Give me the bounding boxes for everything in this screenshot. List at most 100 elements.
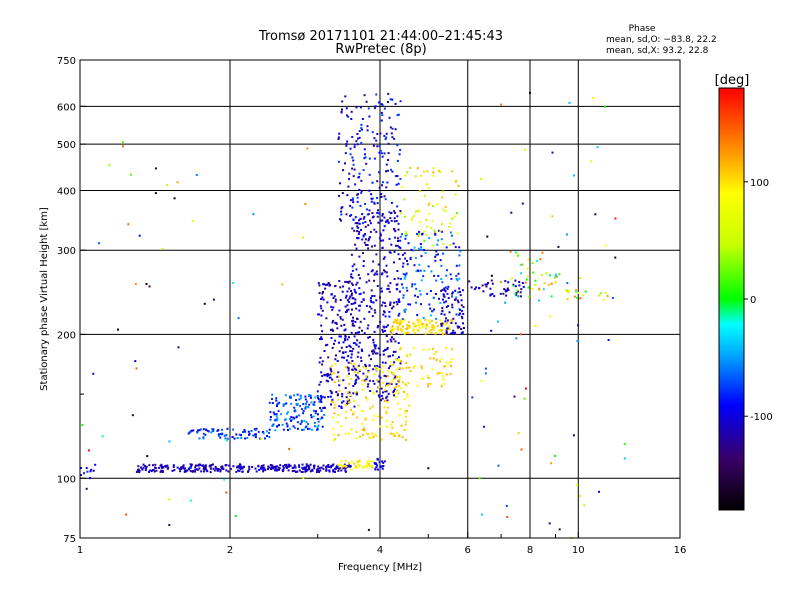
data-point bbox=[277, 402, 280, 405]
data-point bbox=[378, 101, 381, 104]
data-point bbox=[554, 273, 557, 276]
data-point bbox=[166, 464, 169, 467]
data-point bbox=[389, 98, 392, 101]
data-point bbox=[353, 324, 356, 327]
data-point bbox=[368, 115, 371, 118]
data-point bbox=[395, 358, 398, 361]
data-point bbox=[308, 403, 311, 406]
data-point bbox=[403, 319, 406, 321]
data-point bbox=[346, 402, 349, 405]
data-point bbox=[440, 278, 443, 280]
data-point bbox=[357, 226, 360, 229]
data-point bbox=[557, 245, 560, 248]
data-point bbox=[382, 310, 385, 313]
data-point bbox=[394, 230, 397, 233]
data-point bbox=[475, 286, 478, 289]
data-point bbox=[332, 329, 334, 332]
data-point bbox=[384, 198, 387, 201]
data-point bbox=[188, 468, 191, 471]
data-point bbox=[246, 436, 249, 439]
data-point bbox=[352, 392, 355, 395]
data-point bbox=[389, 251, 392, 254]
data-point bbox=[386, 395, 389, 398]
data-point bbox=[381, 329, 384, 331]
data-point bbox=[330, 465, 333, 468]
data-point bbox=[367, 370, 370, 372]
data-point bbox=[290, 402, 293, 405]
data-point bbox=[524, 148, 526, 151]
data-point bbox=[389, 302, 392, 305]
data-point bbox=[278, 424, 280, 427]
data-point bbox=[340, 460, 343, 463]
data-point bbox=[187, 432, 190, 435]
data-point bbox=[207, 430, 210, 433]
data-point bbox=[334, 403, 337, 406]
data-point bbox=[606, 295, 609, 297]
data-point bbox=[355, 391, 358, 394]
data-point bbox=[450, 234, 453, 237]
data-point bbox=[396, 114, 399, 117]
data-point bbox=[195, 468, 198, 471]
data-point bbox=[397, 298, 400, 301]
data-point bbox=[387, 159, 390, 161]
data-point bbox=[340, 207, 343, 210]
data-point bbox=[259, 467, 262, 470]
data-point bbox=[326, 301, 329, 304]
data-point bbox=[363, 429, 366, 432]
data-point bbox=[357, 237, 360, 240]
data-point bbox=[368, 237, 371, 240]
data-point bbox=[337, 136, 340, 139]
data-point bbox=[368, 336, 371, 338]
data-point bbox=[623, 457, 626, 460]
data-point bbox=[189, 466, 192, 469]
phase-stats-x: mean, sd,X: 93.2, 22.8 bbox=[606, 46, 709, 56]
data-point bbox=[376, 197, 379, 199]
data-point bbox=[89, 477, 92, 480]
data-point bbox=[380, 219, 383, 222]
data-point bbox=[351, 368, 354, 371]
data-point bbox=[393, 376, 396, 379]
data-point bbox=[360, 123, 363, 126]
data-point bbox=[340, 425, 343, 428]
data-point bbox=[354, 243, 357, 246]
data-point bbox=[290, 419, 292, 422]
data-point bbox=[401, 367, 404, 370]
data-point bbox=[375, 230, 378, 233]
data-point bbox=[399, 347, 402, 350]
data-point bbox=[377, 458, 379, 461]
data-point bbox=[359, 218, 362, 221]
data-point bbox=[457, 326, 460, 329]
data-point bbox=[579, 297, 582, 300]
data-point bbox=[387, 392, 390, 395]
data-point bbox=[443, 287, 446, 290]
data-point bbox=[269, 411, 272, 414]
data-point bbox=[458, 325, 461, 328]
data-point bbox=[527, 286, 530, 289]
data-point bbox=[336, 421, 339, 424]
data-point bbox=[237, 469, 239, 472]
data-point bbox=[373, 137, 376, 140]
data-point bbox=[361, 383, 364, 386]
data-point bbox=[395, 220, 398, 222]
data-point bbox=[406, 171, 409, 174]
data-point bbox=[442, 190, 445, 193]
data-point bbox=[232, 465, 235, 468]
data-point bbox=[140, 466, 142, 469]
data-point bbox=[366, 125, 369, 128]
data-point bbox=[320, 314, 323, 317]
data-point bbox=[434, 259, 437, 262]
data-point bbox=[373, 345, 376, 348]
data-point bbox=[331, 373, 334, 375]
data-point bbox=[285, 422, 288, 425]
data-point bbox=[427, 383, 430, 386]
data-point bbox=[415, 257, 417, 259]
data-point bbox=[418, 230, 421, 233]
data-point bbox=[240, 436, 243, 439]
data-point bbox=[369, 299, 372, 302]
data-point bbox=[399, 328, 402, 331]
data-point bbox=[367, 213, 370, 216]
data-point bbox=[344, 305, 347, 308]
data-point bbox=[289, 417, 291, 420]
data-point bbox=[445, 317, 447, 320]
data-point bbox=[519, 263, 522, 266]
